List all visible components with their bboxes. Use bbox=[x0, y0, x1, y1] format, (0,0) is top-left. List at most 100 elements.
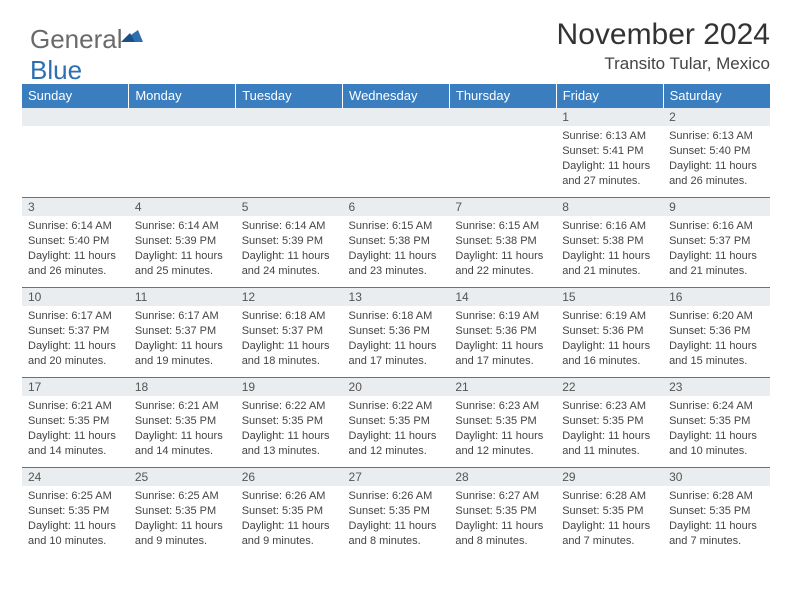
day-number: 18 bbox=[129, 378, 236, 396]
day-number: 28 bbox=[449, 468, 556, 486]
day-body-empty bbox=[22, 126, 129, 133]
sunset-value: 5:36 PM bbox=[389, 325, 430, 337]
weekday-header: Wednesday bbox=[343, 84, 450, 108]
daylight-label: Daylight: bbox=[349, 430, 395, 442]
calendar-day-cell: 23Sunrise: 6:24 AMSunset: 5:35 PMDayligh… bbox=[663, 378, 770, 468]
calendar-day-cell: 28Sunrise: 6:27 AMSunset: 5:35 PMDayligh… bbox=[449, 468, 556, 558]
sunset-label: Sunset: bbox=[242, 415, 282, 427]
daylight-label: Daylight: bbox=[349, 340, 395, 352]
sunrise-value: 6:16 AM bbox=[606, 220, 646, 232]
calendar-row: 24Sunrise: 6:25 AMSunset: 5:35 PMDayligh… bbox=[22, 468, 770, 558]
sunset-value: 5:35 PM bbox=[389, 505, 430, 517]
sunset-label: Sunset: bbox=[562, 325, 602, 337]
sunrise-value: 6:15 AM bbox=[499, 220, 539, 232]
sunset-label: Sunset: bbox=[349, 325, 389, 337]
sunrise-value: 6:14 AM bbox=[71, 220, 111, 232]
sunrise-label: Sunrise: bbox=[28, 310, 71, 322]
sunrise-label: Sunrise: bbox=[349, 490, 392, 502]
sunrise-label: Sunrise: bbox=[242, 310, 285, 322]
sunset-label: Sunset: bbox=[242, 325, 282, 337]
sunset-label: Sunset: bbox=[349, 505, 389, 517]
sunset-value: 5:40 PM bbox=[709, 145, 750, 157]
sunset-value: 5:35 PM bbox=[709, 505, 750, 517]
daylight-label: Daylight: bbox=[669, 160, 715, 172]
daylight-label: Daylight: bbox=[562, 160, 608, 172]
sunrise-label: Sunrise: bbox=[28, 490, 71, 502]
sunrise-label: Sunrise: bbox=[669, 220, 712, 232]
day-body: Sunrise: 6:18 AMSunset: 5:37 PMDaylight:… bbox=[236, 306, 343, 372]
day-number: 3 bbox=[22, 198, 129, 216]
sunrise-label: Sunrise: bbox=[562, 130, 605, 142]
logo-text-general: General bbox=[30, 24, 123, 54]
sunset-value: 5:36 PM bbox=[603, 325, 644, 337]
calendar-day-cell: 11Sunrise: 6:17 AMSunset: 5:37 PMDayligh… bbox=[129, 288, 236, 378]
day-body-empty bbox=[449, 126, 556, 133]
sunset-value: 5:35 PM bbox=[389, 415, 430, 427]
day-body: Sunrise: 6:15 AMSunset: 5:38 PMDaylight:… bbox=[449, 216, 556, 282]
calendar-empty-cell bbox=[343, 108, 450, 198]
day-number: 23 bbox=[663, 378, 770, 396]
sunset-value: 5:38 PM bbox=[389, 235, 430, 247]
calendar-row: 17Sunrise: 6:21 AMSunset: 5:35 PMDayligh… bbox=[22, 378, 770, 468]
day-body: Sunrise: 6:24 AMSunset: 5:35 PMDaylight:… bbox=[663, 396, 770, 462]
calendar-day-cell: 2Sunrise: 6:13 AMSunset: 5:40 PMDaylight… bbox=[663, 108, 770, 198]
sunset-label: Sunset: bbox=[562, 235, 602, 247]
calendar-day-cell: 19Sunrise: 6:22 AMSunset: 5:35 PMDayligh… bbox=[236, 378, 343, 468]
sunrise-label: Sunrise: bbox=[455, 220, 498, 232]
sunrise-label: Sunrise: bbox=[455, 400, 498, 412]
sunset-label: Sunset: bbox=[135, 235, 175, 247]
calendar-day-cell: 3Sunrise: 6:14 AMSunset: 5:40 PMDaylight… bbox=[22, 198, 129, 288]
sunset-label: Sunset: bbox=[455, 415, 495, 427]
sunset-label: Sunset: bbox=[562, 145, 602, 157]
daylight-label: Daylight: bbox=[669, 520, 715, 532]
sunset-label: Sunset: bbox=[562, 415, 602, 427]
daylight-label: Daylight: bbox=[135, 430, 181, 442]
day-body: Sunrise: 6:18 AMSunset: 5:36 PMDaylight:… bbox=[343, 306, 450, 372]
daylight-label: Daylight: bbox=[562, 520, 608, 532]
sunset-label: Sunset: bbox=[135, 325, 175, 337]
calendar-day-cell: 8Sunrise: 6:16 AMSunset: 5:38 PMDaylight… bbox=[556, 198, 663, 288]
day-number: 5 bbox=[236, 198, 343, 216]
sunrise-label: Sunrise: bbox=[242, 220, 285, 232]
sunset-label: Sunset: bbox=[242, 505, 282, 517]
day-body: Sunrise: 6:19 AMSunset: 5:36 PMDaylight:… bbox=[556, 306, 663, 372]
day-body: Sunrise: 6:16 AMSunset: 5:38 PMDaylight:… bbox=[556, 216, 663, 282]
day-body: Sunrise: 6:15 AMSunset: 5:38 PMDaylight:… bbox=[343, 216, 450, 282]
sunrise-value: 6:28 AM bbox=[712, 490, 752, 502]
sunset-label: Sunset: bbox=[669, 415, 709, 427]
day-number-empty bbox=[449, 108, 556, 126]
sunset-value: 5:35 PM bbox=[68, 505, 109, 517]
day-body: Sunrise: 6:27 AMSunset: 5:35 PMDaylight:… bbox=[449, 486, 556, 552]
day-body: Sunrise: 6:21 AMSunset: 5:35 PMDaylight:… bbox=[22, 396, 129, 462]
sunrise-value: 6:23 AM bbox=[499, 400, 539, 412]
day-body: Sunrise: 6:14 AMSunset: 5:39 PMDaylight:… bbox=[129, 216, 236, 282]
sunset-label: Sunset: bbox=[242, 235, 282, 247]
sunset-label: Sunset: bbox=[455, 235, 495, 247]
day-body-empty bbox=[236, 126, 343, 133]
daylight-label: Daylight: bbox=[562, 250, 608, 262]
sunrise-value: 6:16 AM bbox=[712, 220, 752, 232]
daylight-label: Daylight: bbox=[669, 430, 715, 442]
sunrise-label: Sunrise: bbox=[562, 220, 605, 232]
sunrise-value: 6:21 AM bbox=[71, 400, 111, 412]
calendar-day-cell: 22Sunrise: 6:23 AMSunset: 5:35 PMDayligh… bbox=[556, 378, 663, 468]
sunrise-value: 6:28 AM bbox=[606, 490, 646, 502]
sunrise-label: Sunrise: bbox=[349, 310, 392, 322]
daylight-label: Daylight: bbox=[562, 430, 608, 442]
daylight-label: Daylight: bbox=[242, 340, 288, 352]
logo-triangle-icon bbox=[121, 18, 143, 49]
day-body: Sunrise: 6:25 AMSunset: 5:35 PMDaylight:… bbox=[129, 486, 236, 552]
sunset-label: Sunset: bbox=[135, 415, 175, 427]
day-number: 4 bbox=[129, 198, 236, 216]
weekday-header: Saturday bbox=[663, 84, 770, 108]
weekday-header: Sunday bbox=[22, 84, 129, 108]
sunset-label: Sunset: bbox=[669, 325, 709, 337]
sunrise-value: 6:26 AM bbox=[392, 490, 432, 502]
day-number: 29 bbox=[556, 468, 663, 486]
sunrise-label: Sunrise: bbox=[562, 400, 605, 412]
sunrise-value: 6:17 AM bbox=[71, 310, 111, 322]
daylight-label: Daylight: bbox=[28, 340, 74, 352]
day-number: 1 bbox=[556, 108, 663, 126]
daylight-label: Daylight: bbox=[455, 250, 501, 262]
day-body: Sunrise: 6:22 AMSunset: 5:35 PMDaylight:… bbox=[343, 396, 450, 462]
